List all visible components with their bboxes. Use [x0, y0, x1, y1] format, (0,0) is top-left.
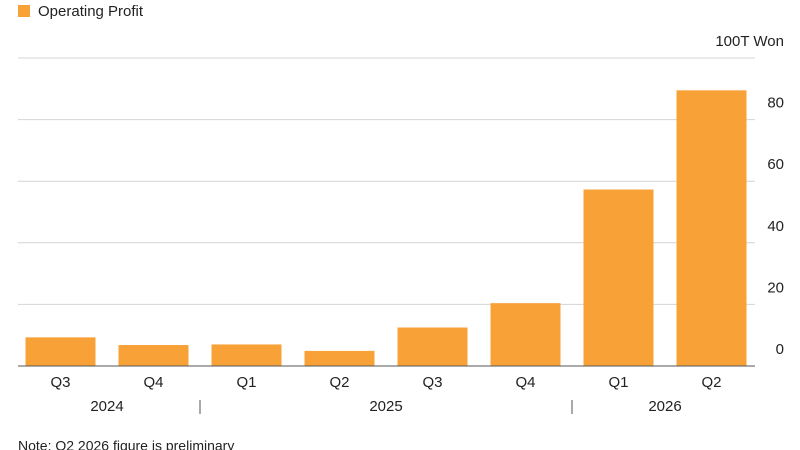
legend-label: Operating Profit	[38, 3, 144, 20]
x-tick-label: Q4	[143, 374, 163, 391]
bar	[676, 90, 747, 366]
y-tick-label: 40	[767, 218, 784, 235]
x-tick-label: Q2	[329, 374, 349, 391]
x-tick-label: Q1	[608, 374, 628, 391]
bar	[25, 337, 96, 366]
x-year-label: 2025	[369, 398, 402, 415]
y-tick-label: 20	[767, 279, 784, 296]
bar	[118, 345, 189, 366]
bar	[490, 303, 561, 366]
bar	[583, 189, 654, 366]
legend-swatch	[18, 5, 30, 17]
x-tick-label: Q2	[701, 374, 721, 391]
x-tick-label: Q3	[50, 374, 70, 391]
bar	[397, 327, 468, 366]
y-tick-label: 0	[776, 341, 784, 358]
y-tick-label: 60	[767, 156, 784, 173]
y-tick-label: 80	[767, 95, 784, 112]
x-tick-label: Q4	[515, 374, 535, 391]
x-tick-label: Q1	[236, 374, 256, 391]
x-tick-label: Q3	[422, 374, 442, 391]
x-year-label: 2026	[648, 398, 681, 415]
x-year-label: 2024	[90, 398, 123, 415]
note: Note: Q2 2026 figure is preliminary	[18, 438, 234, 450]
y-tick-label: 100T Won	[715, 33, 784, 50]
bar	[211, 344, 282, 366]
bar	[304, 350, 375, 366]
